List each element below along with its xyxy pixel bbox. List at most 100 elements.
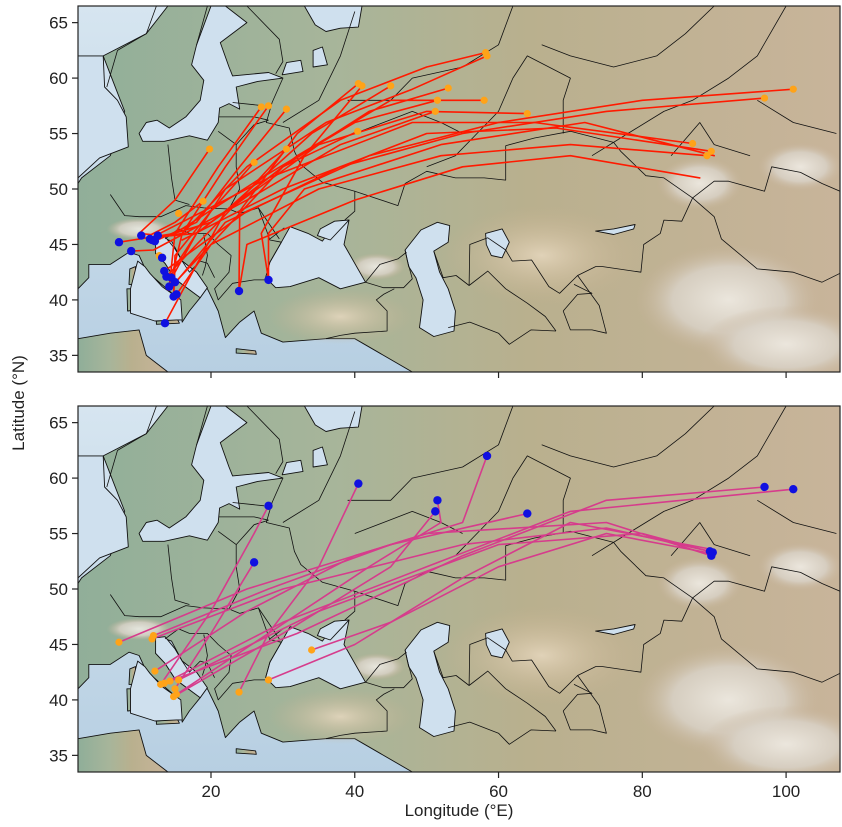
- migration-track: [150, 200, 204, 236]
- country-border: [282, 11, 356, 123]
- country-border: [670, 522, 751, 557]
- start-location-marker: [205, 145, 214, 153]
- water-azov: [316, 219, 350, 241]
- x-tick-label: 80: [633, 782, 652, 801]
- country-border: [232, 502, 265, 507]
- migration-track: [238, 154, 701, 292]
- water-onega: [312, 46, 328, 68]
- x-axis-ticks: 20 40 60 80 100: [202, 372, 800, 801]
- start-location-marker: [175, 676, 183, 684]
- water-ladoga: [281, 459, 304, 476]
- start-location-marker: [170, 692, 178, 701]
- country-border: [692, 597, 840, 683]
- start-location-marker: [264, 102, 273, 110]
- water-caspian: [404, 221, 456, 337]
- y-tick-label: 60: [49, 469, 68, 488]
- country-border: [670, 122, 751, 157]
- start-location-marker: [444, 84, 452, 92]
- migration-track: [181, 127, 713, 241]
- y-tick-label: 35: [49, 346, 68, 365]
- x-tick-label: 60: [489, 782, 508, 801]
- relief-anatolia: [268, 688, 413, 745]
- country-border: [426, 55, 571, 168]
- y-tick-label: 65: [49, 14, 68, 33]
- country-border: [325, 288, 395, 340]
- start-location-marker: [760, 94, 769, 102]
- country-border: [325, 688, 395, 740]
- start-location-marker: [149, 631, 158, 640]
- start-location-marker: [199, 197, 207, 205]
- end-location-marker: [165, 282, 174, 291]
- water-northsea: [78, 455, 129, 579]
- end-location-marker: [760, 482, 769, 492]
- end-location-marker: [707, 551, 716, 560]
- migration-track: [175, 499, 442, 696]
- start-location-marker: [264, 676, 273, 684]
- migration-track: [267, 121, 716, 281]
- country-border: [562, 275, 607, 334]
- y-tick-label: 50: [49, 180, 68, 199]
- start-location-marker: [480, 96, 488, 104]
- relief-altai: [656, 556, 743, 611]
- desert-central-asia: [441, 205, 643, 306]
- start-location-marker: [171, 685, 179, 693]
- country-border: [562, 684, 593, 712]
- country-border: [433, 250, 557, 332]
- end-location-marker: [523, 509, 532, 518]
- country-border: [196, 6, 208, 45]
- start-location-marker: [433, 96, 442, 104]
- country-border: [692, 566, 840, 599]
- country-border: [692, 197, 840, 283]
- country-border: [246, 406, 284, 474]
- migration-track: [169, 486, 766, 682]
- country-border: [365, 249, 413, 289]
- bottom-map-area: [78, 406, 840, 772]
- country-border: [426, 455, 571, 568]
- end-location-marker: [234, 286, 244, 296]
- start-location-marker: [308, 646, 316, 654]
- migration-track: [170, 51, 487, 279]
- end-location-marker: [482, 451, 492, 461]
- x-tick-label: 20: [202, 782, 221, 801]
- water-balkhash: [595, 624, 636, 635]
- country-border: [265, 477, 356, 621]
- start-location-marker: [523, 109, 531, 118]
- start-location-marker: [358, 82, 366, 90]
- start-location-marker: [175, 209, 183, 217]
- bottom-map-panel: [77, 405, 841, 773]
- water-tyrrhenian: [130, 660, 183, 722]
- country-border: [354, 111, 463, 134]
- migration-track: [260, 85, 363, 281]
- end-location-marker: [114, 238, 124, 247]
- migration-track: [238, 482, 360, 693]
- end-location-marker: [264, 275, 273, 285]
- country-border: [282, 411, 356, 523]
- relief-tibet: [699, 705, 840, 772]
- country-border: [541, 406, 715, 468]
- end-location-marker: [157, 253, 167, 262]
- y-tick-label: 55: [49, 525, 68, 544]
- water-ladoga: [281, 59, 304, 76]
- migration-track: [175, 130, 359, 296]
- start-location-marker: [166, 677, 174, 685]
- y-tick-label: 40: [49, 291, 68, 310]
- country-border: [106, 6, 157, 88]
- y-tick-label: 35: [49, 746, 68, 765]
- migration-track: [130, 110, 437, 252]
- end-location-marker: [264, 501, 273, 511]
- relief-tibet: [699, 305, 840, 372]
- y-axis-title: Latitude (°N): [9, 355, 28, 451]
- country-border: [196, 406, 208, 445]
- end-location-marker: [431, 507, 440, 516]
- relief-anatolia: [268, 288, 413, 345]
- start-location-marker: [282, 105, 291, 113]
- country-border: [448, 721, 557, 745]
- water-baltic: [138, 6, 284, 142]
- migration-track: [163, 488, 795, 685]
- land-crete: [235, 348, 257, 355]
- country-border: [365, 649, 413, 689]
- country-border: [235, 519, 269, 545]
- country-border: [217, 130, 241, 210]
